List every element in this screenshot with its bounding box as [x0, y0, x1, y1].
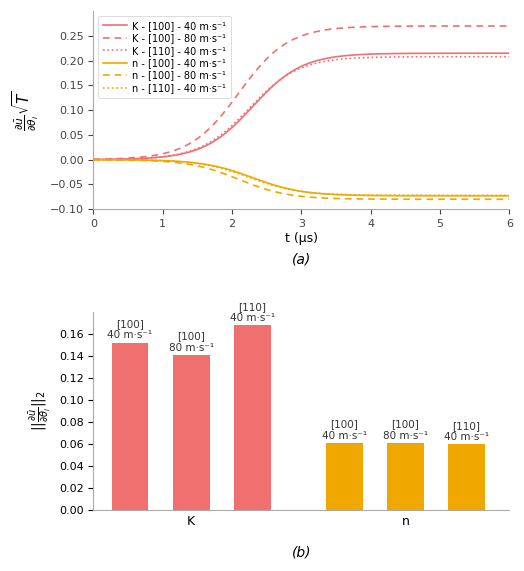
Bar — [112, 343, 148, 510]
Y-axis label: $|| \frac{\partial \bar{u}}{\partial \theta_i} ||_2$: $|| \frac{\partial \bar{u}}{\partial \th… — [28, 391, 53, 431]
n - [110] - 40 m·s⁻¹ — [406, 192, 412, 199]
K - [100] - 80 m·s⁻¹ — [90, 156, 96, 163]
n - [100] - 40 m·s⁻¹ — [406, 192, 412, 199]
Line: K - [110] - 40 m·s⁻¹: K - [110] - 40 m·s⁻¹ — [93, 57, 509, 159]
n - [100] - 80 m·s⁻¹ — [90, 156, 96, 163]
Line: n - [100] - 40 m·s⁻¹: n - [100] - 40 m·s⁻¹ — [93, 160, 509, 196]
K - [110] - 40 m·s⁻¹ — [406, 54, 412, 61]
Bar — [326, 443, 363, 510]
K - [100] - 80 m·s⁻¹ — [506, 22, 512, 29]
n - [110] - 40 m·s⁻¹ — [332, 191, 338, 198]
K - [100] - 40 m·s⁻¹ — [406, 50, 412, 57]
Text: 40 m·s⁻¹: 40 m·s⁻¹ — [444, 432, 489, 442]
K - [100] - 80 m·s⁻¹ — [116, 155, 122, 162]
K - [100] - 80 m·s⁻¹ — [406, 23, 412, 30]
Text: (b): (b) — [292, 545, 311, 560]
n - [110] - 40 m·s⁻¹ — [90, 156, 96, 163]
n - [100] - 80 m·s⁻¹ — [116, 156, 122, 163]
Bar — [173, 355, 210, 510]
Text: [110]: [110] — [453, 421, 481, 431]
X-axis label: t (μs): t (μs) — [285, 232, 318, 244]
K - [110] - 40 m·s⁻¹ — [449, 53, 455, 60]
K - [100] - 40 m·s⁻¹ — [116, 156, 122, 163]
K - [100] - 40 m·s⁻¹ — [355, 51, 362, 58]
Line: n - [100] - 80 m·s⁻¹: n - [100] - 80 m·s⁻¹ — [93, 160, 509, 199]
K - [110] - 40 m·s⁻¹ — [90, 156, 96, 163]
n - [100] - 80 m·s⁻¹ — [406, 196, 412, 203]
K - [100] - 40 m·s⁻¹ — [449, 50, 455, 57]
n - [100] - 80 m·s⁻¹ — [449, 196, 455, 203]
Text: 40 m·s⁻¹: 40 m·s⁻¹ — [107, 331, 152, 340]
Line: K - [100] - 40 m·s⁻¹: K - [100] - 40 m·s⁻¹ — [93, 53, 509, 159]
Text: [100]: [100] — [330, 420, 358, 429]
K - [100] - 40 m·s⁻¹ — [506, 50, 512, 57]
Text: [100]: [100] — [391, 420, 419, 429]
n - [110] - 40 m·s⁻¹ — [506, 192, 512, 199]
K - [100] - 80 m·s⁻¹ — [449, 23, 455, 30]
n - [110] - 40 m·s⁻¹ — [355, 191, 362, 198]
n - [100] - 40 m·s⁻¹ — [90, 156, 96, 163]
Bar — [234, 325, 271, 510]
n - [100] - 40 m·s⁻¹ — [506, 192, 512, 199]
n - [100] - 40 m·s⁻¹ — [449, 192, 455, 199]
n - [100] - 40 m·s⁻¹ — [343, 191, 349, 198]
K - [110] - 40 m·s⁻¹ — [355, 54, 362, 61]
K - [110] - 40 m·s⁻¹ — [116, 156, 122, 163]
Y-axis label: $\frac{\partial \bar{u}}{\partial \theta_i} \sqrt{T}$: $\frac{\partial \bar{u}}{\partial \theta… — [11, 90, 41, 131]
n - [100] - 80 m·s⁻¹ — [355, 195, 362, 202]
Legend: K - [100] - 40 m·s⁻¹, K - [100] - 80 m·s⁻¹, K - [110] - 40 m·s⁻¹, n - [100] - 40: K - [100] - 40 m·s⁻¹, K - [100] - 80 m·s… — [98, 16, 231, 98]
K - [110] - 40 m·s⁻¹ — [332, 57, 338, 63]
Text: (a): (a) — [292, 253, 311, 267]
K - [100] - 80 m·s⁻¹ — [343, 25, 349, 31]
n - [100] - 40 m·s⁻¹ — [116, 156, 122, 163]
K - [110] - 40 m·s⁻¹ — [506, 53, 512, 60]
Text: [100]: [100] — [116, 319, 144, 329]
Line: K - [100] - 80 m·s⁻¹: K - [100] - 80 m·s⁻¹ — [93, 26, 509, 159]
n - [100] - 80 m·s⁻¹ — [343, 195, 349, 202]
K - [100] - 40 m·s⁻¹ — [343, 52, 349, 59]
Text: 40 m·s⁻¹: 40 m·s⁻¹ — [230, 313, 275, 323]
Bar — [448, 444, 485, 510]
Text: 80 m·s⁻¹: 80 m·s⁻¹ — [169, 343, 214, 352]
Text: [100]: [100] — [177, 332, 205, 341]
Line: n - [110] - 40 m·s⁻¹: n - [110] - 40 m·s⁻¹ — [93, 160, 509, 195]
n - [100] - 40 m·s⁻¹ — [355, 192, 362, 199]
K - [100] - 40 m·s⁻¹ — [332, 54, 338, 61]
K - [110] - 40 m·s⁻¹ — [343, 55, 349, 62]
n - [110] - 40 m·s⁻¹ — [449, 192, 455, 199]
n - [110] - 40 m·s⁻¹ — [343, 191, 349, 198]
n - [100] - 40 m·s⁻¹ — [332, 191, 338, 198]
K - [100] - 80 m·s⁻¹ — [355, 23, 362, 30]
n - [100] - 80 m·s⁻¹ — [506, 196, 512, 203]
Text: 40 m·s⁻¹: 40 m·s⁻¹ — [322, 431, 367, 441]
Bar — [387, 443, 424, 510]
K - [100] - 80 m·s⁻¹ — [332, 25, 338, 32]
Text: 80 m·s⁻¹: 80 m·s⁻¹ — [383, 431, 428, 441]
K - [100] - 40 m·s⁻¹ — [90, 156, 96, 163]
Text: [110]: [110] — [238, 302, 266, 312]
n - [100] - 80 m·s⁻¹ — [332, 195, 338, 202]
n - [110] - 40 m·s⁻¹ — [116, 156, 122, 163]
